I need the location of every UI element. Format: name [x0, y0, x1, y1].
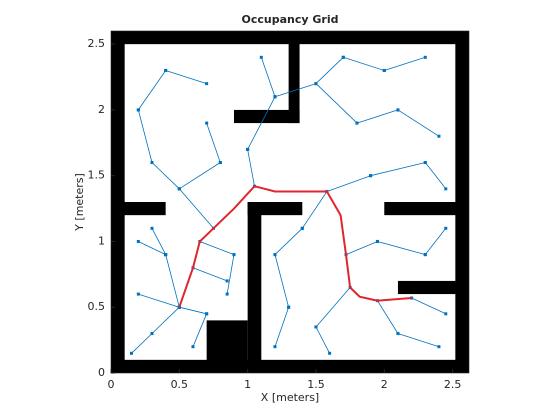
obstacle [206, 320, 248, 373]
y-tick-label: 1 [98, 234, 105, 247]
tree-node [177, 187, 181, 191]
series-line [131, 56, 447, 354]
tree-node [382, 68, 386, 72]
tree-node [444, 187, 448, 191]
tree-node [205, 121, 209, 125]
tree-node [396, 332, 400, 336]
tree-node [136, 108, 140, 112]
tree-node [423, 253, 427, 257]
x-tick-label: 0 [108, 378, 115, 391]
y-axis-label: Y [meters] [73, 173, 86, 232]
y-tick-label: 0 [98, 366, 105, 379]
chart-title: Occupancy Grid [242, 13, 339, 26]
tree-node [355, 121, 359, 125]
y-tick-label: 2.5 [88, 37, 106, 50]
tree-node [191, 345, 195, 349]
tree-node [205, 312, 209, 316]
tree-node [150, 332, 154, 336]
obstacle [397, 280, 469, 295]
tree-node [437, 134, 441, 138]
tree-node [218, 161, 222, 165]
tree-node [232, 253, 236, 257]
tree-node [341, 55, 345, 59]
obstacle [384, 202, 469, 216]
tree-node [136, 292, 140, 296]
obstacle [111, 202, 166, 216]
tree-node [328, 351, 332, 355]
tree-node [150, 226, 154, 230]
tree-node [225, 292, 229, 296]
tree-node [164, 68, 168, 72]
axes-box [110, 30, 470, 374]
tree-node [300, 226, 304, 230]
tree-node [437, 345, 441, 349]
x-tick-label: 1.5 [307, 378, 325, 391]
tree-node [314, 82, 318, 86]
tree-node [150, 161, 154, 165]
y-tick-label: 1.5 [88, 169, 106, 182]
tree-node [273, 253, 277, 257]
tree-node [369, 174, 373, 178]
x-tick-label: 2.5 [444, 378, 462, 391]
obstacle [233, 109, 300, 124]
x-tick-label: 0.5 [171, 378, 189, 391]
obstacle [247, 202, 262, 373]
tree-node [129, 351, 133, 355]
series-line [178, 185, 412, 308]
tree-node [136, 239, 140, 243]
tree-node [444, 312, 448, 316]
tree-node [444, 226, 448, 230]
tree-node [205, 82, 209, 86]
tree-node [259, 55, 263, 59]
tree-node [375, 239, 379, 243]
tree-node [314, 325, 318, 329]
tree-node [225, 279, 229, 283]
obstacle [111, 359, 469, 373]
x-axis-label: X [meters] [261, 391, 319, 404]
x-tick-label: 2 [381, 378, 388, 391]
tree-node [177, 305, 181, 309]
tree-node [396, 108, 400, 112]
tree-node [423, 55, 427, 59]
tree-node [246, 147, 250, 151]
y-tick-label: 0.5 [88, 300, 106, 313]
x-tick-label: 1 [244, 378, 251, 391]
tree-node [164, 253, 168, 257]
y-tick-label: 2 [98, 103, 105, 116]
tree-node [287, 305, 291, 309]
obstacle [288, 31, 300, 124]
tree-node [273, 95, 277, 99]
tree-node [273, 345, 277, 349]
tree-node [423, 161, 427, 165]
tree-node [410, 296, 414, 300]
